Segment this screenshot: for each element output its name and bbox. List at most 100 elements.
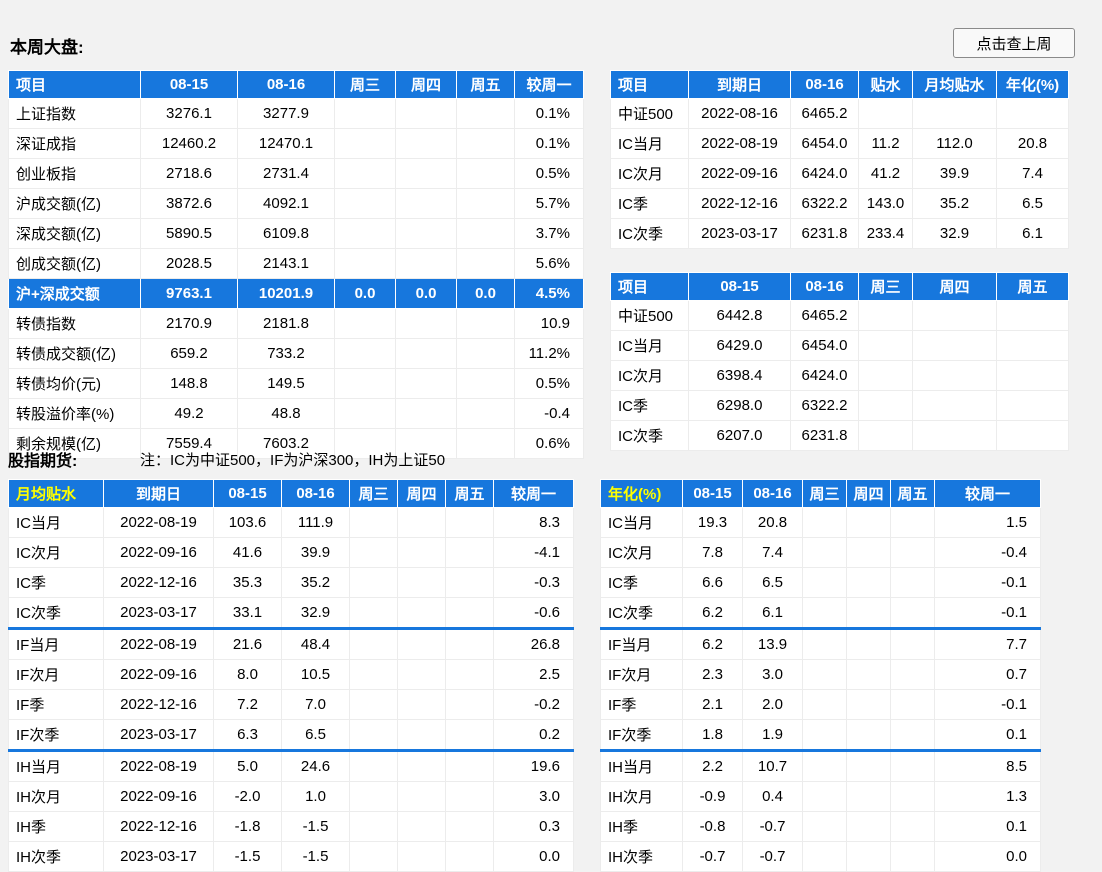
row-label: IF次月 (8, 659, 104, 690)
row-label: 上证指数 (8, 98, 141, 129)
table-row: 中证500 2022-08-16 6465.2 (610, 98, 1069, 129)
cell-value (397, 597, 446, 630)
cell-value: 111.9 (281, 507, 350, 538)
cell-value (395, 188, 457, 219)
cell-value (912, 420, 997, 451)
cell-value: 2028.5 (140, 248, 238, 279)
cell-value (397, 811, 446, 842)
cell-value: 0.1% (514, 98, 584, 129)
cell-value (445, 750, 494, 782)
cell-value: 2022-09-16 (103, 537, 214, 568)
cell-value: 6424.0 (790, 158, 859, 189)
column-header: 周四 (912, 272, 997, 301)
row-label: IC当月 (610, 330, 689, 361)
column-header: 08-16 (281, 479, 350, 508)
column-header: 周三 (334, 70, 396, 99)
cell-value: -2.0 (213, 781, 282, 812)
table-row: IC次季 2023-03-17 33.1 32.9 -0.6 (8, 597, 574, 630)
cell-value (802, 507, 847, 538)
cell-value: -0.3 (493, 567, 574, 598)
cell-value: 2022-12-16 (103, 567, 214, 598)
cell-value: -0.8 (682, 811, 743, 842)
cell-value: 6.2 (682, 597, 743, 630)
row-label: IC季 (610, 390, 689, 421)
column-header: 年化(%) (996, 70, 1069, 99)
cell-value (334, 128, 396, 159)
cell-value: 6.1 (742, 597, 803, 630)
cell-value (334, 248, 396, 279)
table-row: 转债指数 2170.9 2181.8 10.9 (8, 308, 584, 339)
table-row: 上证指数 3276.1 3277.9 0.1% (8, 98, 584, 129)
column-header: 08-15 (213, 479, 282, 508)
cell-value (802, 811, 847, 842)
cell-value: 0.1 (934, 719, 1041, 752)
cell-value (858, 98, 913, 129)
cell-value: 0.4 (742, 781, 803, 812)
cell-value (445, 719, 494, 752)
cell-value (890, 537, 935, 568)
table-row: 转债成交额(亿) 659.2 733.2 11.2% (8, 338, 584, 369)
cell-value (349, 719, 398, 752)
cell-value: 2022-08-19 (103, 628, 214, 660)
cell-value (890, 811, 935, 842)
cell-value: 7.4 (742, 537, 803, 568)
table-row: 深成交额(亿) 5890.5 6109.8 3.7% (8, 218, 584, 249)
column-header: 月均贴水 (912, 70, 997, 99)
row-label: 中证500 (610, 300, 689, 331)
cell-value: 6429.0 (688, 330, 791, 361)
cell-value (397, 628, 446, 660)
cell-value: 6454.0 (790, 128, 859, 159)
cell-value: 0.1% (514, 128, 584, 159)
cell-value (802, 781, 847, 812)
row-label: IH季 (600, 811, 683, 842)
cell-value (846, 628, 891, 660)
cell-value: 12470.1 (237, 128, 335, 159)
cell-value (397, 689, 446, 720)
cell-value: 103.6 (213, 507, 282, 538)
cell-value: 13.9 (742, 628, 803, 660)
cell-value: 20.8 (742, 507, 803, 538)
cell-value (395, 98, 457, 129)
cell-value (349, 537, 398, 568)
cell-value: 8.3 (493, 507, 574, 538)
cell-value: 35.2 (912, 188, 997, 219)
row-label: IF当月 (600, 628, 683, 660)
cell-value: 2.2 (682, 750, 743, 782)
cell-value: 0.3 (493, 811, 574, 842)
cell-value (996, 390, 1069, 421)
cell-value (456, 398, 515, 429)
view-last-week-button[interactable]: 点击查上周 (953, 28, 1075, 58)
cell-value (996, 300, 1069, 331)
cell-value: 148.8 (140, 368, 238, 399)
table-row: IF季 2022-12-16 7.2 7.0 -0.2 (8, 689, 574, 720)
cell-value (395, 158, 457, 189)
annualized-rate-table: 年化(%) 08-15 08-16 周三 周四 周五 较周一 IC当月 19.3 20.8 1.5 I… (600, 479, 1041, 872)
row-label: IH次月 (600, 781, 683, 812)
cell-value: 6298.0 (688, 390, 791, 421)
cell-value: 1.8 (682, 719, 743, 752)
cell-value (858, 330, 913, 361)
cell-value: 112.0 (912, 128, 997, 159)
row-label: IF次季 (8, 719, 104, 752)
table-row: IF次月 2022-09-16 8.0 10.5 2.5 (8, 659, 574, 690)
cell-value: 41.2 (858, 158, 913, 189)
cell-value (445, 597, 494, 630)
cell-value (802, 750, 847, 782)
cell-value (456, 98, 515, 129)
table-row: 中证500 6442.8 6465.2 (610, 300, 1069, 331)
table-row: IF次月 2.3 3.0 0.7 (600, 659, 1041, 690)
table-row: 转债均价(元) 148.8 149.5 0.5% (8, 368, 584, 399)
cell-value: 3277.9 (237, 98, 335, 129)
cell-value (456, 218, 515, 249)
cell-value (890, 628, 935, 660)
column-header: 较周一 (514, 70, 584, 99)
cell-value: 41.6 (213, 537, 282, 568)
table-row: IC次月 7.8 7.4 -0.4 (600, 537, 1041, 568)
cell-value: 149.5 (237, 368, 335, 399)
cell-value: 733.2 (237, 338, 335, 369)
row-label: IC次月 (610, 158, 689, 189)
cell-value: 6424.0 (790, 360, 859, 391)
ic-futures-price-table: 项目 08-15 08-16 周三 周四 周五 中证500 6442.8 6465.2 IC当月 6… (610, 272, 1069, 451)
cell-value: 26.8 (493, 628, 574, 660)
cell-value: -0.4 (934, 537, 1041, 568)
